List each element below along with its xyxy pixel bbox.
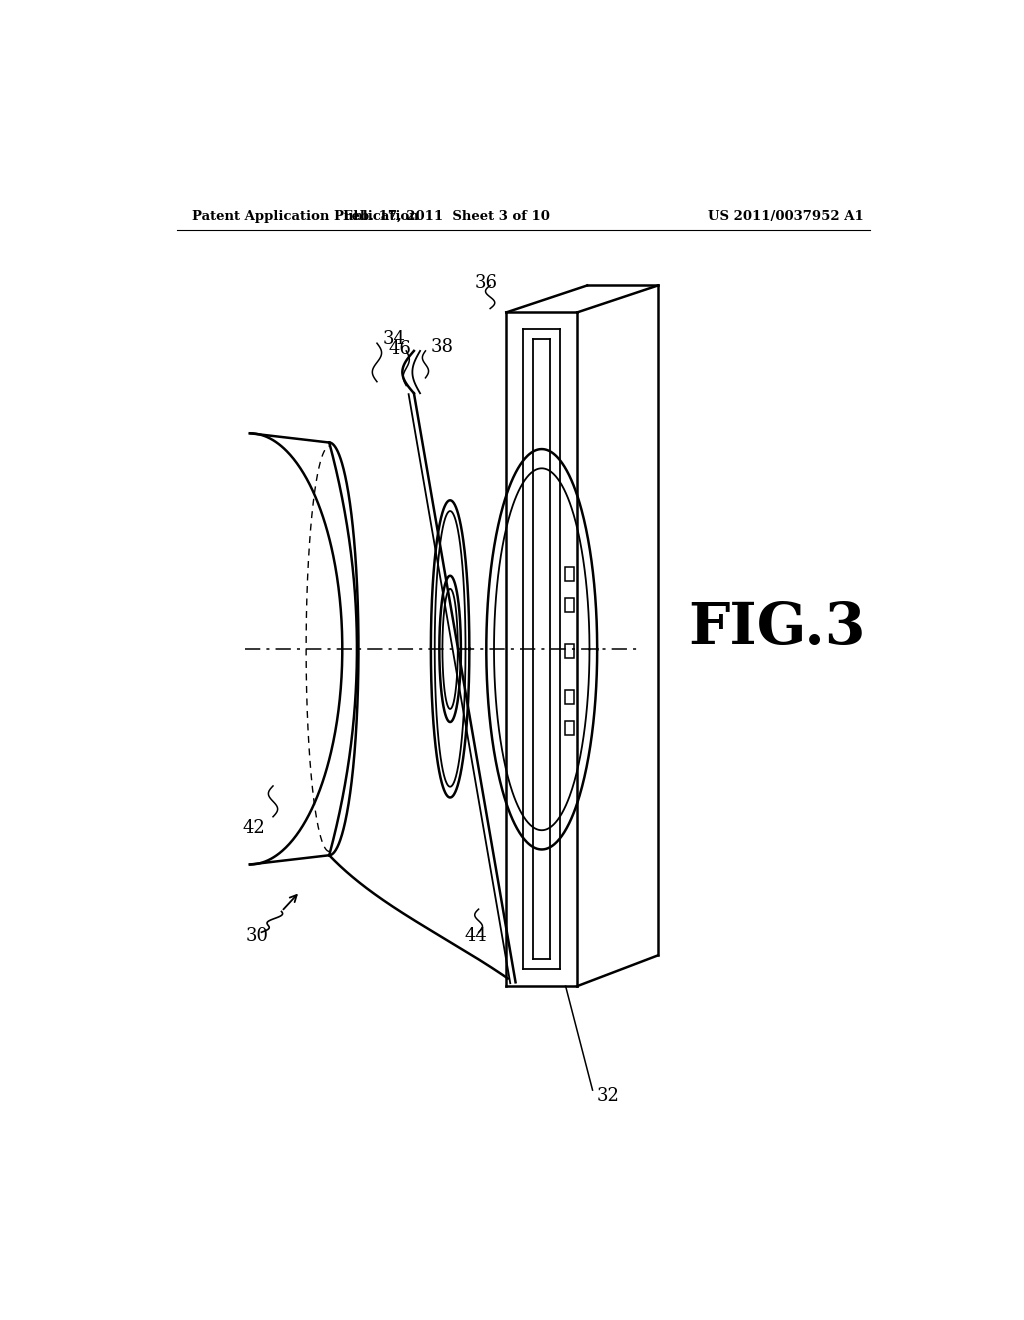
- Bar: [565, 598, 574, 612]
- Text: 44: 44: [464, 927, 486, 945]
- Bar: [565, 568, 574, 581]
- Bar: [565, 644, 574, 659]
- Text: Feb. 17, 2011  Sheet 3 of 10: Feb. 17, 2011 Sheet 3 of 10: [343, 210, 550, 223]
- Bar: [565, 690, 574, 705]
- Bar: [565, 721, 574, 735]
- Text: 34: 34: [382, 330, 406, 348]
- Text: 46: 46: [389, 341, 412, 358]
- Text: 36: 36: [475, 275, 498, 292]
- Text: 30: 30: [246, 927, 269, 945]
- Text: US 2011/0037952 A1: US 2011/0037952 A1: [708, 210, 864, 223]
- Text: 32: 32: [596, 1088, 620, 1105]
- Text: 38: 38: [431, 338, 454, 356]
- Text: FIG.3: FIG.3: [688, 601, 866, 656]
- Text: 42: 42: [243, 820, 265, 837]
- Text: Patent Application Publication: Patent Application Publication: [193, 210, 419, 223]
